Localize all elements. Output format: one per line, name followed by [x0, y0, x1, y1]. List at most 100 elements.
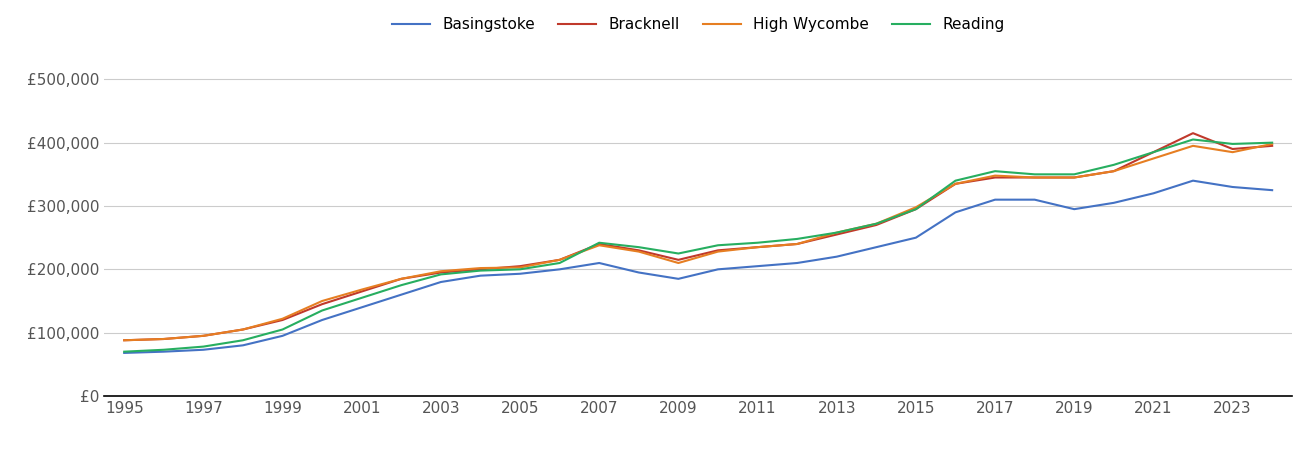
Basingstoke [1224, 184, 1240, 190]
Bracknell [790, 241, 805, 247]
High Wycombe [116, 338, 132, 343]
Bracknell [988, 175, 1004, 180]
Line: Reading: Reading [124, 140, 1272, 351]
High Wycombe [1027, 175, 1043, 180]
High Wycombe [315, 298, 330, 304]
Bracknell [433, 270, 449, 275]
High Wycombe [196, 333, 211, 338]
Reading [116, 349, 132, 354]
Reading [671, 251, 686, 256]
Basingstoke [632, 270, 647, 275]
Reading [1027, 171, 1043, 177]
Bracknell [947, 181, 963, 187]
High Wycombe [829, 230, 844, 235]
Reading [868, 221, 883, 226]
Basingstoke [671, 276, 686, 282]
Reading [275, 327, 291, 332]
Reading [1224, 141, 1240, 147]
High Wycombe [790, 241, 805, 247]
High Wycombe [632, 249, 647, 254]
High Wycombe [868, 221, 883, 226]
Reading [749, 240, 765, 245]
Bracknell [315, 302, 330, 307]
Bracknell [632, 248, 647, 253]
Basingstoke [433, 279, 449, 285]
Reading [829, 230, 844, 235]
High Wycombe [275, 316, 291, 321]
Reading [632, 244, 647, 250]
Bracknell [1185, 130, 1201, 136]
Basingstoke [472, 273, 488, 279]
Bracknell [710, 248, 726, 253]
Bracknell [1265, 143, 1280, 148]
Reading [1146, 149, 1161, 155]
Basingstoke [155, 349, 171, 354]
Reading [1265, 140, 1280, 145]
High Wycombe [552, 257, 568, 262]
High Wycombe [1105, 168, 1121, 174]
Basingstoke [552, 267, 568, 272]
Reading [1185, 137, 1201, 142]
High Wycombe [749, 244, 765, 250]
Reading [908, 207, 924, 212]
Bracknell [512, 263, 527, 269]
Reading [591, 240, 607, 245]
High Wycombe [947, 181, 963, 187]
Bracknell [591, 241, 607, 247]
Basingstoke [393, 292, 408, 297]
Bracknell [275, 317, 291, 323]
High Wycombe [710, 249, 726, 254]
High Wycombe [472, 266, 488, 271]
Basingstoke [1105, 200, 1121, 206]
Reading [235, 338, 251, 343]
Basingstoke [710, 267, 726, 272]
Basingstoke [512, 271, 527, 276]
Reading [947, 178, 963, 183]
Bracknell [116, 338, 132, 343]
Reading [354, 295, 369, 301]
High Wycombe [1185, 143, 1201, 148]
Basingstoke [1066, 207, 1082, 212]
Basingstoke [196, 347, 211, 352]
Basingstoke [1027, 197, 1043, 202]
High Wycombe [1146, 156, 1161, 161]
Reading [393, 283, 408, 288]
Reading [155, 347, 171, 352]
High Wycombe [393, 276, 408, 282]
Basingstoke [988, 197, 1004, 202]
Bracknell [1066, 175, 1082, 180]
Basingstoke [1146, 191, 1161, 196]
Bracknell [155, 336, 171, 342]
Basingstoke [749, 263, 765, 269]
Bracknell [908, 207, 924, 212]
High Wycombe [908, 205, 924, 210]
Basingstoke [908, 235, 924, 240]
Bracknell [829, 232, 844, 237]
Line: Basingstoke: Basingstoke [124, 180, 1272, 353]
Reading [552, 260, 568, 265]
Reading [790, 236, 805, 242]
High Wycombe [235, 327, 251, 332]
Bracknell [235, 327, 251, 332]
Basingstoke [116, 350, 132, 356]
Basingstoke [868, 244, 883, 250]
Basingstoke [829, 254, 844, 259]
Basingstoke [1265, 188, 1280, 193]
High Wycombe [1265, 141, 1280, 147]
Reading [710, 243, 726, 248]
Bracknell [472, 267, 488, 272]
Basingstoke [1185, 178, 1201, 183]
Bracknell [196, 333, 211, 338]
Bracknell [749, 244, 765, 250]
Bracknell [552, 257, 568, 262]
Reading [988, 168, 1004, 174]
Bracknell [1105, 168, 1121, 174]
High Wycombe [1224, 149, 1240, 155]
Reading [472, 268, 488, 273]
Basingstoke [235, 342, 251, 348]
Basingstoke [947, 210, 963, 215]
Basingstoke [275, 333, 291, 338]
Bracknell [1146, 149, 1161, 155]
Line: High Wycombe: High Wycombe [124, 144, 1272, 340]
High Wycombe [155, 336, 171, 342]
